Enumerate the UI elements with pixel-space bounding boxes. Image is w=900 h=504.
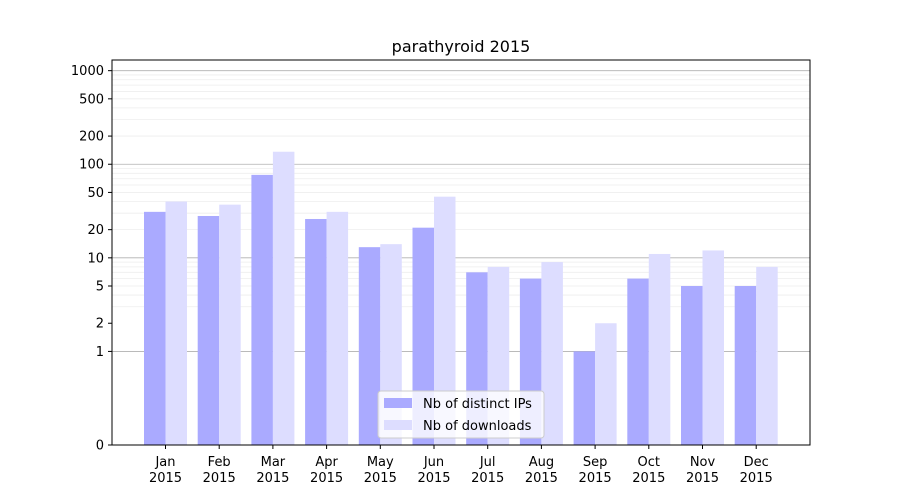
bar-downloads <box>595 323 617 445</box>
plot-frame <box>111 59 811 446</box>
x-tick-label: Jul 2015 <box>471 455 504 486</box>
legend-box <box>377 390 545 439</box>
legend-label-distinct-ips: Nb of distinct IPs <box>423 397 532 412</box>
bar-downloads <box>165 201 187 445</box>
x-tick-label: Jun 2015 <box>417 455 450 486</box>
x-tick-label: Nov 2015 <box>686 455 719 486</box>
legend: Nb of distinct IPs Nb of downloads <box>377 390 545 439</box>
y-tick-label: 10 <box>87 251 104 266</box>
y-tick-label: 1000 <box>71 64 104 79</box>
x-tick-label: Aug 2015 <box>525 455 558 486</box>
bar-downloads <box>272 151 295 445</box>
bar-downloads <box>541 262 563 445</box>
x-tick-label: Dec 2015 <box>740 455 773 486</box>
y-tick-label: 20 <box>87 223 104 238</box>
bar-downloads <box>648 253 671 445</box>
y-tick-label: 1 <box>96 345 104 360</box>
x-axis: Jan 2015 Feb 2015 Mar 2015 Apr 2015 May 2015 Jun 20… <box>149 445 773 486</box>
bar-distinct-ips <box>681 286 703 445</box>
bar-distinct-ips <box>305 218 327 445</box>
x-tick-label: Apr 2015 <box>310 455 343 486</box>
bar-downloads <box>326 211 349 445</box>
y-tick-label: 2 <box>96 317 104 332</box>
legend-label-downloads: Nb of downloads <box>423 419 532 434</box>
bar-distinct-ips <box>251 174 273 445</box>
y-tick-label: 5 <box>96 280 104 295</box>
legend-swatch-distinct-ips <box>384 398 412 408</box>
x-tick-label: Sep 2015 <box>579 455 612 486</box>
y-tick-label: 100 <box>79 158 104 173</box>
y-tick-label: 50 <box>87 186 104 201</box>
bar-downloads <box>434 196 456 445</box>
bar-distinct-ips <box>144 211 166 445</box>
y-tick-label: 0 <box>96 439 104 454</box>
bar-distinct-ips <box>573 351 596 445</box>
bar-distinct-ips <box>627 278 649 445</box>
bar-distinct-ips <box>358 247 381 445</box>
y-tick-label: 500 <box>79 92 104 107</box>
x-tick-label: Mar 2015 <box>256 455 289 486</box>
bar-downloads <box>702 250 724 445</box>
y-axis: 0 1 2 5 10 20 50 100 200 500 1000 <box>71 64 112 454</box>
bar-distinct-ips <box>734 286 757 445</box>
bar-downloads <box>756 266 778 445</box>
x-tick-label: May 2015 <box>364 455 397 486</box>
chart-title: parathyroid 2015 <box>392 37 531 56</box>
legend-swatch-downloads <box>384 420 412 430</box>
x-tick-label: Jan 2015 <box>149 455 182 486</box>
x-tick-label: Feb 2015 <box>203 455 236 486</box>
bar-distinct-ips <box>197 215 220 445</box>
bar-downloads <box>219 204 241 445</box>
x-tick-label: Oct 2015 <box>632 455 665 486</box>
y-tick-label: 200 <box>79 130 104 145</box>
